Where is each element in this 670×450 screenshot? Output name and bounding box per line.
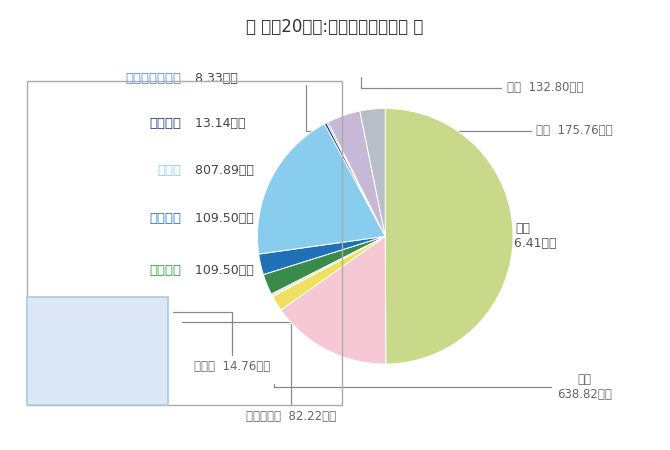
Text: ［ 平成20年度:海面養殖業生産額 ］: ［ 平成20年度:海面養殖業生産額 ］ bbox=[247, 18, 423, 36]
Wedge shape bbox=[324, 123, 385, 236]
Text: もずく類: もずく類 bbox=[149, 117, 181, 130]
Text: 種苗  175.76億円: 種苗 175.76億円 bbox=[306, 85, 613, 137]
Wedge shape bbox=[385, 108, 513, 364]
Text: 8.33億円: 8.33億円 bbox=[191, 72, 238, 85]
Wedge shape bbox=[281, 236, 386, 364]
Text: くるまえび  82.22億円: くるまえび 82.22億円 bbox=[182, 322, 336, 423]
Text: 貝類
638.82億円: 貝類 638.82億円 bbox=[274, 373, 612, 401]
Text: わかめ類: わかめ類 bbox=[149, 212, 181, 225]
Text: 1040.48億円: 1040.48億円 bbox=[34, 370, 137, 388]
Wedge shape bbox=[271, 236, 385, 297]
Text: 13.14億円: 13.14億円 bbox=[191, 117, 245, 130]
Wedge shape bbox=[360, 108, 385, 236]
Text: 109.50億円: 109.50億円 bbox=[191, 212, 254, 225]
Wedge shape bbox=[259, 236, 385, 274]
Wedge shape bbox=[328, 111, 385, 236]
Text: こんぶ類: こんぶ類 bbox=[149, 264, 181, 276]
Wedge shape bbox=[327, 122, 385, 236]
Wedge shape bbox=[257, 124, 385, 254]
Text: 魚類
2086.41億円: 魚類 2086.41億円 bbox=[490, 222, 557, 250]
Wedge shape bbox=[263, 236, 385, 294]
Text: ほや類  14.76億円: ほや類 14.76億円 bbox=[173, 311, 271, 373]
Wedge shape bbox=[273, 236, 385, 310]
Text: 109.50億円: 109.50億円 bbox=[191, 264, 254, 276]
Text: 海藻類 合計: 海藻類 合計 bbox=[44, 320, 88, 333]
Text: 807.89億円: 807.89億円 bbox=[191, 165, 254, 177]
Text: 真珠  132.80億円: 真珠 132.80億円 bbox=[361, 77, 583, 94]
Text: のり類: のり類 bbox=[157, 165, 181, 177]
Text: その他の海藻類: その他の海藻類 bbox=[125, 72, 181, 85]
